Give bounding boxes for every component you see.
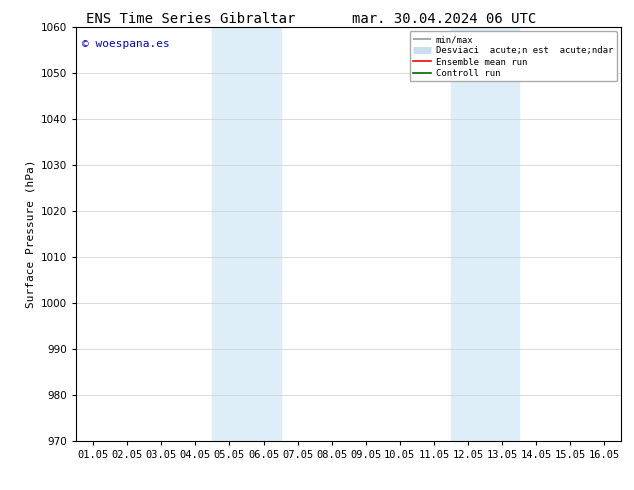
Bar [451, 27, 519, 441]
Text: mar. 30.04.2024 06 UTC: mar. 30.04.2024 06 UTC [352, 12, 536, 26]
Y-axis label: Surface Pressure (hPa): Surface Pressure (hPa) [25, 160, 36, 308]
Bar [212, 27, 280, 441]
Text: © woespana.es: © woespana.es [82, 39, 169, 49]
Legend: min/max, Desviaci  acute;n est  acute;ndar, Ensemble mean run, Controll run: min/max, Desviaci acute;n est acute;ndar… [410, 31, 617, 81]
Text: ENS Time Series Gibraltar: ENS Time Series Gibraltar [86, 12, 295, 26]
